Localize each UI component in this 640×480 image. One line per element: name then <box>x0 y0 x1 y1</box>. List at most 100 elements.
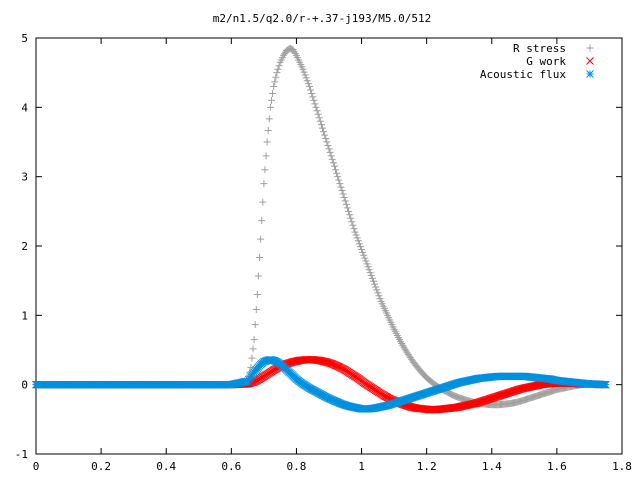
data-point <box>341 197 349 205</box>
legend-label: Acoustic flux <box>480 68 566 81</box>
data-point <box>305 83 313 91</box>
data-point <box>343 204 351 212</box>
data-point <box>299 65 307 73</box>
data-point <box>366 269 374 277</box>
data-point <box>332 166 340 174</box>
data-point <box>369 277 377 285</box>
x-tick-label: 0.8 <box>287 460 307 473</box>
data-point <box>252 306 260 314</box>
x-tick-label: 1.2 <box>417 460 437 473</box>
data-point <box>262 152 270 160</box>
data-point <box>316 117 324 125</box>
y-tick-label: -1 <box>15 448 28 461</box>
series-acoustic-flux <box>32 355 610 413</box>
data-point <box>362 257 370 265</box>
legend-label: G work <box>526 55 566 68</box>
data-point <box>330 162 338 170</box>
x-tick-label: 1 <box>358 460 365 473</box>
data-point <box>360 251 368 259</box>
data-point <box>365 266 373 274</box>
data-point <box>253 291 261 299</box>
legend-marker-icon <box>586 44 594 52</box>
data-point <box>359 248 367 256</box>
data-point <box>350 225 358 233</box>
data-point <box>355 240 363 248</box>
data-point <box>356 243 364 251</box>
data-point <box>352 231 360 239</box>
data-point <box>353 234 361 242</box>
data-point <box>315 114 323 122</box>
data-point <box>301 71 309 79</box>
data-point <box>260 180 268 188</box>
chart-title: m2/n1.5/q2.0/r-+.37-j193/M5.0/512 <box>213 12 432 25</box>
x-tick-label: 1.4 <box>482 460 502 473</box>
data-point <box>271 78 279 86</box>
data-point <box>275 62 283 70</box>
legend-marker-icon <box>586 57 594 65</box>
data-point <box>326 148 334 156</box>
data-point <box>347 214 355 222</box>
data-point <box>349 221 357 229</box>
data-point <box>300 68 308 76</box>
data-point <box>346 211 354 219</box>
data-point <box>251 321 259 329</box>
data-point <box>302 74 310 82</box>
data-point <box>269 89 277 97</box>
data-point <box>373 286 381 294</box>
data-point <box>361 254 369 262</box>
data-point <box>371 280 379 288</box>
data-point <box>308 89 316 97</box>
x-tick-label: 0 <box>33 460 40 473</box>
data-point <box>250 336 258 344</box>
data-point <box>254 272 262 280</box>
data-point <box>309 93 317 101</box>
data-point <box>318 124 326 132</box>
data-point <box>256 254 264 262</box>
data-point <box>317 121 325 129</box>
data-point <box>328 155 336 163</box>
data-point <box>372 283 380 291</box>
data-point <box>311 100 319 108</box>
data-point <box>338 187 346 195</box>
data-point <box>376 295 384 303</box>
data-point <box>273 69 281 77</box>
data-point <box>323 138 331 146</box>
data-point <box>334 173 342 181</box>
data-point <box>267 96 275 104</box>
data-point <box>321 131 329 139</box>
data-point <box>354 237 362 245</box>
data-point <box>264 126 272 134</box>
data-point <box>335 176 343 184</box>
y-tick-label: 5 <box>21 32 28 45</box>
x-tick-label: 1.8 <box>612 460 632 473</box>
data-point <box>333 169 341 177</box>
y-tick-label: 0 <box>21 379 28 392</box>
data-point <box>303 77 311 85</box>
data-point <box>307 86 315 94</box>
data-point <box>351 228 359 236</box>
data-point <box>329 159 337 167</box>
data-point <box>272 73 280 81</box>
data-point <box>263 138 271 146</box>
data-point <box>363 260 371 268</box>
data-point <box>249 345 257 353</box>
data-point <box>265 115 273 123</box>
legend-marker-icon <box>586 70 594 78</box>
axes: 0 0.2 0.4 0.6 0.8 1 1.2 1.4 1.6 1.8 -1 0 1 2 3 4 5 <box>15 32 632 473</box>
data-point <box>266 103 274 111</box>
data-point <box>259 198 267 206</box>
data-point <box>322 135 330 143</box>
data-point <box>261 166 269 174</box>
x-tick-label: 0.2 <box>91 460 111 473</box>
data-point <box>375 292 383 300</box>
y-tick-label: 4 <box>21 101 28 114</box>
data-point <box>312 103 320 111</box>
data-point <box>274 65 282 73</box>
data-point <box>337 183 345 191</box>
data-point <box>320 128 328 136</box>
data-point <box>345 207 353 215</box>
data-point <box>327 152 335 160</box>
data-point <box>364 263 372 271</box>
